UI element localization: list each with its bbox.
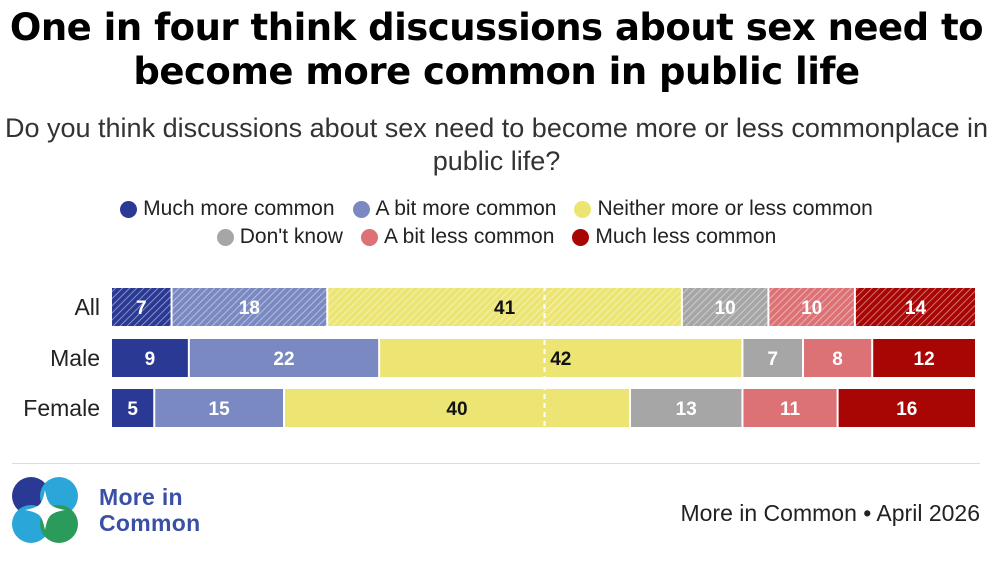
- bar-segment: [743, 389, 837, 427]
- bar-segment: [172, 288, 327, 326]
- legend-dot-icon: [572, 228, 590, 246]
- legend-item: Much less common: [572, 224, 776, 250]
- bar-segment: [189, 339, 379, 377]
- data-label: 9: [145, 349, 156, 370]
- legend-label: Much less common: [595, 225, 777, 248]
- category-label: Female: [23, 395, 100, 421]
- bar-segment: [873, 339, 975, 377]
- legend-item: Don't know: [216, 224, 343, 250]
- data-label: 14: [905, 298, 927, 319]
- legend-item: Neither more or less common: [574, 196, 873, 222]
- legend-row-1: Much more common A bit more common Neither…: [0, 196, 993, 222]
- data-label: 40: [446, 399, 467, 420]
- legend-dot-icon: [574, 200, 592, 218]
- data-label: 10: [801, 298, 822, 319]
- data-label: 5: [127, 399, 138, 420]
- more-in-common-logo-icon: [12, 477, 78, 543]
- legend-item: A bit less common: [360, 224, 555, 250]
- bar-segment: [769, 288, 854, 326]
- bar-segment: [743, 339, 802, 377]
- category-label: All: [74, 294, 100, 320]
- data-label: 15: [209, 399, 231, 420]
- bar-segment: [380, 339, 742, 377]
- data-label: 42: [550, 349, 571, 370]
- bar-segment: [112, 389, 154, 427]
- legend-row-2: Don't know A bit less common Much less com…: [0, 224, 993, 250]
- data-label: 41: [494, 298, 516, 319]
- data-label: 7: [136, 298, 147, 319]
- legend-label: A bit more common: [375, 197, 557, 220]
- stacked-bar-chart: All 7 18 41 10 10 14 Male 9 22 42 7 8 12 Female 5 15 40 13…: [23, 286, 975, 429]
- legend-item: A bit more common: [352, 196, 557, 222]
- data-label: 8: [832, 349, 843, 370]
- legend-item: Much more common: [120, 196, 335, 222]
- bar-segment: [112, 288, 171, 326]
- data-label: 18: [239, 298, 260, 319]
- source-note: More in Common • April 2026: [680, 500, 980, 526]
- bar-segment: [155, 389, 283, 427]
- bar-segment: [682, 288, 768, 326]
- chart-title: One in four think discussions about sex …: [9, 6, 984, 93]
- data-label: 22: [273, 349, 294, 370]
- data-label: 7: [767, 349, 778, 370]
- brand-line-2: Common: [99, 510, 201, 536]
- bar-segment: [112, 339, 188, 377]
- category-label: Male: [50, 345, 100, 371]
- legend-label: A bit less common: [383, 225, 555, 248]
- bar-segment: [804, 339, 872, 377]
- data-label: 11: [780, 399, 801, 420]
- legend-dot-icon: [360, 228, 378, 246]
- brand-name: More in Common: [99, 484, 200, 536]
- chart-subtitle: Do you think discussions about sex need …: [4, 113, 988, 176]
- legend-label: Neither more or less common: [597, 197, 873, 220]
- brand-line-1: More in: [99, 484, 183, 510]
- bar-segment: [285, 389, 629, 427]
- legend-label: Much more common: [143, 197, 335, 220]
- bar-segment: [328, 288, 681, 326]
- data-label: 10: [715, 298, 736, 319]
- data-label: 16: [896, 399, 917, 420]
- legend-dot-icon: [216, 228, 234, 246]
- legend-dot-icon: [352, 200, 370, 218]
- bar-segment: [631, 389, 742, 427]
- bar-segment: [838, 389, 975, 427]
- legend-dot-icon: [120, 200, 138, 218]
- legend-label: Don't know: [239, 225, 343, 248]
- data-label: 12: [914, 349, 935, 370]
- footer-divider: [12, 463, 980, 464]
- bar-segment: [855, 288, 975, 326]
- data-label: 13: [676, 399, 697, 420]
